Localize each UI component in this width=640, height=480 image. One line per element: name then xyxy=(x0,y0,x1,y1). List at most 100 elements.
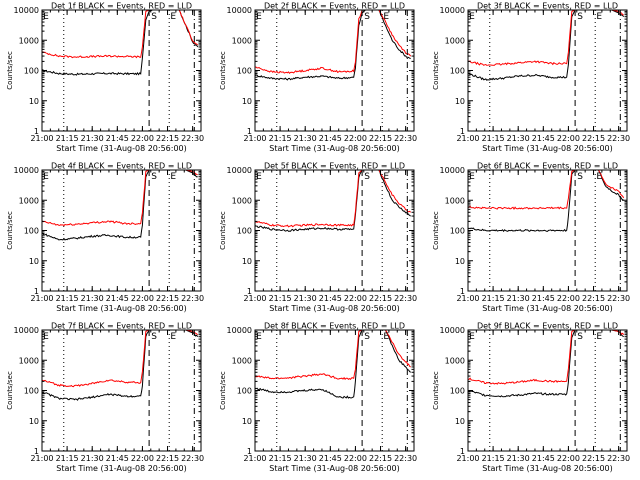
x-tick-label: 21:30 xyxy=(507,134,530,143)
y-tick-label: 10 xyxy=(242,417,252,426)
x-axis-label: Start Time (31-Aug-08 20:56:00) xyxy=(482,144,613,153)
x-tick-label: 21:30 xyxy=(507,454,530,463)
chart-title: Det 5f BLACK = Events, RED = LLD xyxy=(264,162,405,171)
chart-panel-7: 1 10 100 1000 10000 21:00 21:15 21:30 21:45 22:00… xyxy=(6,322,204,474)
y-tick-label: 100 xyxy=(237,387,252,396)
x-tick-label: 21:45 xyxy=(532,454,555,463)
x-tick-label: 22:30 xyxy=(394,134,417,143)
y-tick-label: 1000 xyxy=(19,36,39,45)
x-tick-label: 21:15 xyxy=(482,294,505,303)
chart-panel-6: 1 10 100 1000 10000 21:00 21:15 21:30 21:45 22:00… xyxy=(432,162,630,314)
y-tick-label: 100 xyxy=(450,387,465,396)
x-tick-label: 22:15 xyxy=(369,134,392,143)
x-tick-label: 21:30 xyxy=(81,454,104,463)
event-marker-label: E xyxy=(469,332,475,342)
y-tick-label: 10 xyxy=(29,97,39,106)
chart-title: Det 1f BLACK = Events, RED = LLD xyxy=(51,2,192,11)
x-axis-label: Start Time (31-Aug-08 20:56:00) xyxy=(56,144,187,153)
x-tick-label: 21:00 xyxy=(456,454,479,463)
x-tick-label: 22:00 xyxy=(557,134,580,143)
y-tick-label: 1000 xyxy=(19,356,39,365)
plot-frame xyxy=(254,169,415,292)
x-tick-label: 22:00 xyxy=(557,294,580,303)
x-tick-label: 21:00 xyxy=(30,454,53,463)
y-tick-label: 100 xyxy=(24,227,39,236)
event-marker-label: E xyxy=(43,172,49,182)
plot-frame xyxy=(467,329,628,452)
x-tick-label: 21:00 xyxy=(30,134,53,143)
x-tick-label: 22:15 xyxy=(156,134,179,143)
x-tick-label: 22:15 xyxy=(582,454,605,463)
chart-panel-3: 1 10 100 1000 10000 21:00 21:15 21:30 21:45 22:00… xyxy=(432,2,630,154)
x-tick-label: 22:30 xyxy=(394,294,417,303)
chart-title: Det 9f BLACK = Events, RED = LLD xyxy=(477,322,618,331)
y-tick-label: 10000 xyxy=(227,166,252,175)
x-tick-label: 21:30 xyxy=(507,294,530,303)
x-tick-label: 21:00 xyxy=(456,294,479,303)
y-tick-label: 1000 xyxy=(232,196,252,205)
y-tick-label: 10 xyxy=(242,257,252,266)
y-tick-label: 10000 xyxy=(440,6,465,15)
plot-frame xyxy=(41,169,202,292)
x-axis-label: Start Time (31-Aug-08 20:56:00) xyxy=(269,144,400,153)
x-tick-label: 22:30 xyxy=(181,134,204,143)
x-tick-label: 21:00 xyxy=(30,294,53,303)
x-tick-label: 21:00 xyxy=(243,134,266,143)
x-tick-label: 21:30 xyxy=(81,294,104,303)
chart-title: Det 4f BLACK = Events, RED = LLD xyxy=(51,162,192,171)
series-line-events xyxy=(254,9,411,81)
series-line-lld xyxy=(254,169,412,228)
event-marker-label: E xyxy=(170,332,176,342)
y-tick-label: 10000 xyxy=(440,326,465,335)
event-marker-label: E xyxy=(469,12,475,22)
x-tick-label: 22:00 xyxy=(557,454,580,463)
y-tick-label: 1000 xyxy=(445,36,465,45)
chart-panel-2: 1 10 100 1000 10000 21:00 21:15 21:30 21:45 22:00… xyxy=(219,2,417,154)
x-tick-label: 22:00 xyxy=(131,134,154,143)
y-tick-label: 10 xyxy=(455,97,465,106)
chart-panel-4: 1 10 100 1000 10000 21:00 21:15 21:30 21:45 22:00… xyxy=(6,162,204,314)
x-tick-label: 22:15 xyxy=(156,294,179,303)
x-axis-label: Start Time (31-Aug-08 20:56:00) xyxy=(482,464,613,473)
y-tick-label: 1000 xyxy=(232,356,252,365)
x-tick-label: 22:30 xyxy=(181,294,204,303)
event-marker-label: S xyxy=(364,332,370,342)
y-tick-label: 1 xyxy=(247,447,252,456)
event-marker-label: S xyxy=(151,332,157,342)
y-tick-label: 10 xyxy=(455,417,465,426)
x-axis-label: Start Time (31-Aug-08 20:56:00) xyxy=(269,304,400,313)
x-tick-label: 21:45 xyxy=(532,294,555,303)
y-tick-label: 1 xyxy=(34,447,39,456)
x-tick-label: 22:30 xyxy=(181,454,204,463)
x-tick-label: 21:00 xyxy=(456,134,479,143)
x-tick-label: 22:15 xyxy=(369,454,392,463)
event-marker-label: E xyxy=(256,172,262,182)
x-tick-label: 22:30 xyxy=(607,294,630,303)
x-tick-label: 21:15 xyxy=(482,454,505,463)
y-tick-label: 1 xyxy=(34,287,39,296)
y-axis-label: Counts/sec xyxy=(219,211,227,250)
event-marker-label: E xyxy=(256,12,262,22)
plot-frame xyxy=(254,329,415,452)
y-tick-label: 100 xyxy=(24,67,39,76)
y-tick-label: 1 xyxy=(247,287,252,296)
chart-panel-9: 1 10 100 1000 10000 21:00 21:15 21:30 21:45 22:00… xyxy=(432,322,630,474)
event-marker-label: E xyxy=(596,12,602,22)
x-tick-label: 21:45 xyxy=(106,294,129,303)
event-marker-label: S xyxy=(577,12,583,22)
x-tick-label: 22:15 xyxy=(369,294,392,303)
x-tick-label: 21:00 xyxy=(243,454,266,463)
chart-title: Det 2f BLACK = Events, RED = LLD xyxy=(264,2,405,11)
x-tick-label: 22:15 xyxy=(582,294,605,303)
y-tick-label: 10 xyxy=(242,97,252,106)
series-line-lld xyxy=(254,9,412,75)
x-tick-label: 21:45 xyxy=(106,454,129,463)
y-tick-label: 1 xyxy=(247,127,252,136)
x-tick-label: 21:45 xyxy=(319,454,342,463)
event-marker-label: S xyxy=(151,172,157,182)
y-axis-label: Counts/sec xyxy=(6,51,14,90)
chart-panel-8: 1 10 100 1000 10000 21:00 21:15 21:30 21:45 22:00… xyxy=(219,322,417,474)
event-marker-label: E xyxy=(596,172,602,182)
event-marker-label: S xyxy=(151,12,157,22)
y-tick-label: 1 xyxy=(460,127,465,136)
